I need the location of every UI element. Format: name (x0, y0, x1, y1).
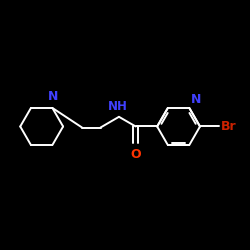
Text: N: N (48, 90, 58, 104)
Text: NH: NH (108, 100, 128, 113)
Text: N: N (191, 94, 202, 106)
Text: Br: Br (221, 120, 236, 133)
Text: O: O (130, 148, 141, 161)
